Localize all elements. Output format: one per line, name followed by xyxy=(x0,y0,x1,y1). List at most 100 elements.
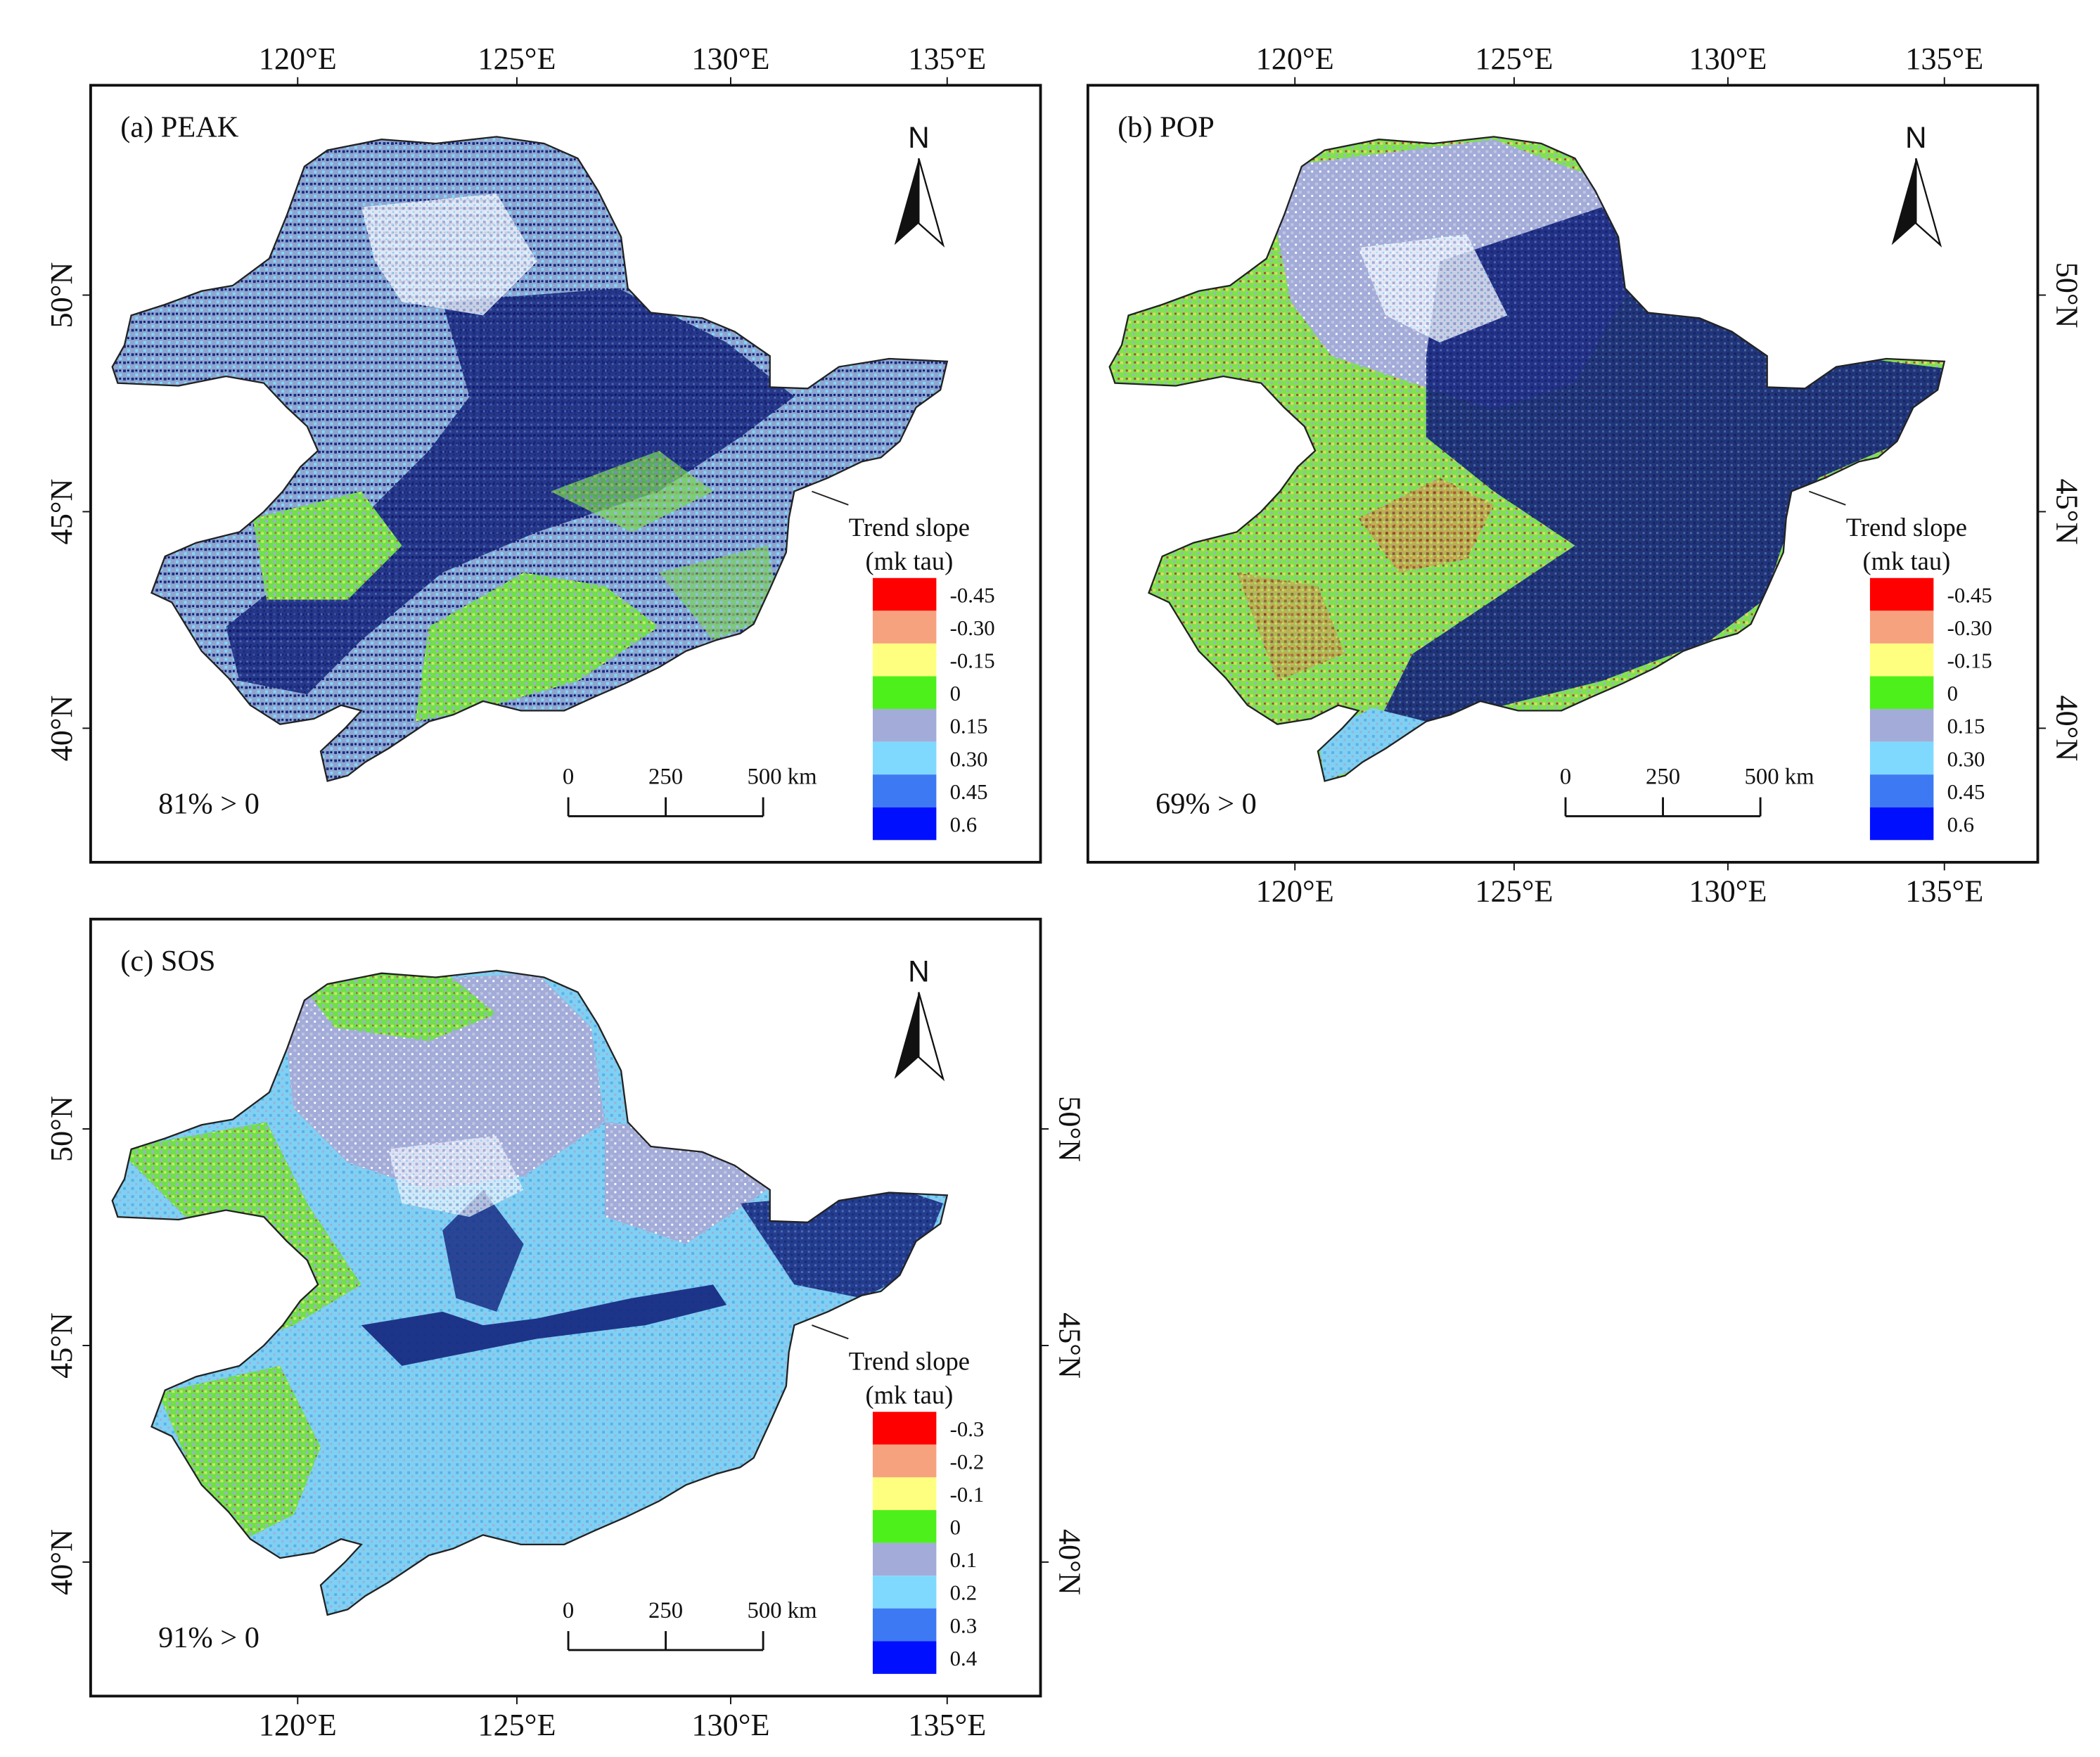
legend-title: Trend slope xyxy=(849,513,970,542)
legend-swatch xyxy=(1869,643,1934,677)
lon-label: 125°E xyxy=(1475,874,1553,909)
leader-line xyxy=(1809,490,1846,506)
legend-label: 0 xyxy=(1947,682,1958,705)
legend-label: -0.1 xyxy=(950,1483,985,1507)
lon-label: 130°E xyxy=(691,1708,769,1742)
legend-swatch xyxy=(1869,577,1934,611)
lon-label: 130°E xyxy=(1689,41,1767,76)
lon-label: 130°E xyxy=(1689,874,1767,909)
north-arrow-right xyxy=(918,992,945,1082)
legend-swatch xyxy=(872,741,937,775)
lat-label: 45°N xyxy=(44,1312,79,1379)
lat-label: 50°N xyxy=(44,1096,79,1162)
north-arrow-icon: N xyxy=(1891,121,1942,248)
lon-label: 135°E xyxy=(908,41,986,76)
legend: Trend slope (mk tau) -0.3 -0.2 -0.1 0 0.1 0.2 0.… xyxy=(849,1347,985,1674)
north-arrow-right xyxy=(918,158,945,248)
scale-bar: 0 250 500 km xyxy=(563,1598,817,1651)
panel-title: (b) POP xyxy=(1118,110,1215,143)
legend-label: 0.30 xyxy=(950,747,988,771)
legend-label: -0.15 xyxy=(950,649,995,673)
legend-title: Trend slope xyxy=(849,1347,970,1376)
legend-swatch xyxy=(1869,709,1934,742)
lat-label: 45°N xyxy=(44,479,79,545)
legend-swatch xyxy=(872,611,937,644)
legend-label: -0.15 xyxy=(1947,649,1992,673)
legend-swatch xyxy=(872,1444,937,1478)
legend-label: 0.4 xyxy=(950,1647,977,1670)
scale-label: 500 km xyxy=(748,1598,817,1623)
legend-label: 0 xyxy=(950,1516,961,1540)
legend-swatch xyxy=(872,1608,937,1642)
north-label: N xyxy=(1905,121,1927,154)
legend-swatch xyxy=(872,1477,937,1510)
legend-label: -0.3 xyxy=(950,1417,985,1441)
legend-swatch xyxy=(872,1641,937,1674)
lat-label: 45°N xyxy=(2049,479,2084,545)
legend-swatch xyxy=(1869,741,1934,775)
lon-label: 135°E xyxy=(908,1708,986,1742)
legend-label: 0.3 xyxy=(950,1614,977,1637)
north-arrow-left xyxy=(894,992,919,1079)
legend-swatch xyxy=(1869,611,1934,644)
scale-label: 0 xyxy=(563,1598,574,1623)
north-label: N xyxy=(908,954,930,988)
scale-label: 0 xyxy=(1560,764,1571,789)
legend-subtitle: (mk tau) xyxy=(866,547,954,575)
lon-label: 135°E xyxy=(1905,874,1983,909)
lon-label: 135°E xyxy=(1905,41,1983,76)
legend: Trend slope (mk tau) -0.45 -0.30 -0.15 0 0.15 0… xyxy=(1846,513,1992,841)
scale-label: 500 km xyxy=(1745,764,1814,789)
legend-swatch xyxy=(872,774,937,807)
north-arrow-icon: N xyxy=(894,954,945,1082)
legend: Trend slope (mk tau) -0.45 -0.30 -0.15 0 0.15 0… xyxy=(849,513,995,841)
legend-label: 0.6 xyxy=(1947,812,1974,836)
legend-title: Trend slope xyxy=(1846,513,1967,542)
lat-label: 40°N xyxy=(44,1529,79,1595)
panel-title: (a) PEAK xyxy=(120,110,239,143)
lat-label: 50°N xyxy=(2049,262,2084,328)
legend-swatch xyxy=(872,1542,937,1576)
percent-positive-label: 91% > 0 xyxy=(158,1621,260,1654)
legend-label: 0.15 xyxy=(950,715,988,739)
legend-label: -0.30 xyxy=(950,616,995,640)
lon-label: 125°E xyxy=(1475,41,1553,76)
lon-label: 125°E xyxy=(478,1708,556,1742)
lat-label: 40°N xyxy=(2049,695,2084,761)
north-arrow-right xyxy=(1915,158,1942,248)
north-label: N xyxy=(908,121,930,154)
lon-label: 120°E xyxy=(1256,874,1334,909)
legend-subtitle: (mk tau) xyxy=(866,1381,954,1410)
scale-label: 250 xyxy=(648,1598,683,1623)
percent-positive-label: 81% > 0 xyxy=(158,788,260,821)
lat-label: 50°N xyxy=(1052,1096,1087,1162)
scale-bar: 0 250 500 km xyxy=(1560,764,1814,817)
legend-swatch xyxy=(872,676,937,710)
legend-swatch xyxy=(872,1412,937,1445)
legend-subtitle: (mk tau) xyxy=(1862,547,1950,575)
lon-label: 120°E xyxy=(259,1708,337,1742)
panel-title: (c) SOS xyxy=(120,945,215,978)
panel-a-overlay: (a) PEAK 81% > 0 120°E 125°E 130°E 135°E 50°N 4… xyxy=(44,41,995,841)
legend-label: -0.30 xyxy=(1947,616,1992,640)
legend-label: 0.30 xyxy=(1947,747,1985,771)
percent-positive-label: 69% > 0 xyxy=(1155,788,1257,821)
legend-swatch xyxy=(872,643,937,677)
legend-label: 0.15 xyxy=(1947,715,1985,739)
legend-swatch xyxy=(1869,774,1934,807)
legend-swatch xyxy=(872,709,937,742)
north-arrow-left xyxy=(894,158,919,245)
leader-line xyxy=(812,1324,849,1340)
legend-label: 0.45 xyxy=(950,780,988,804)
lat-label: 40°N xyxy=(44,695,79,761)
leader-line xyxy=(812,490,849,506)
panel-sos xyxy=(89,917,1042,1698)
legend-swatch xyxy=(872,807,937,841)
legend-label: 0.45 xyxy=(1947,780,1985,804)
legend-label: -0.45 xyxy=(950,583,995,607)
legend-swatch xyxy=(1869,807,1934,841)
panel-pop xyxy=(1086,84,2040,864)
legend-swatch xyxy=(872,1576,937,1609)
lon-label: 120°E xyxy=(259,41,337,76)
